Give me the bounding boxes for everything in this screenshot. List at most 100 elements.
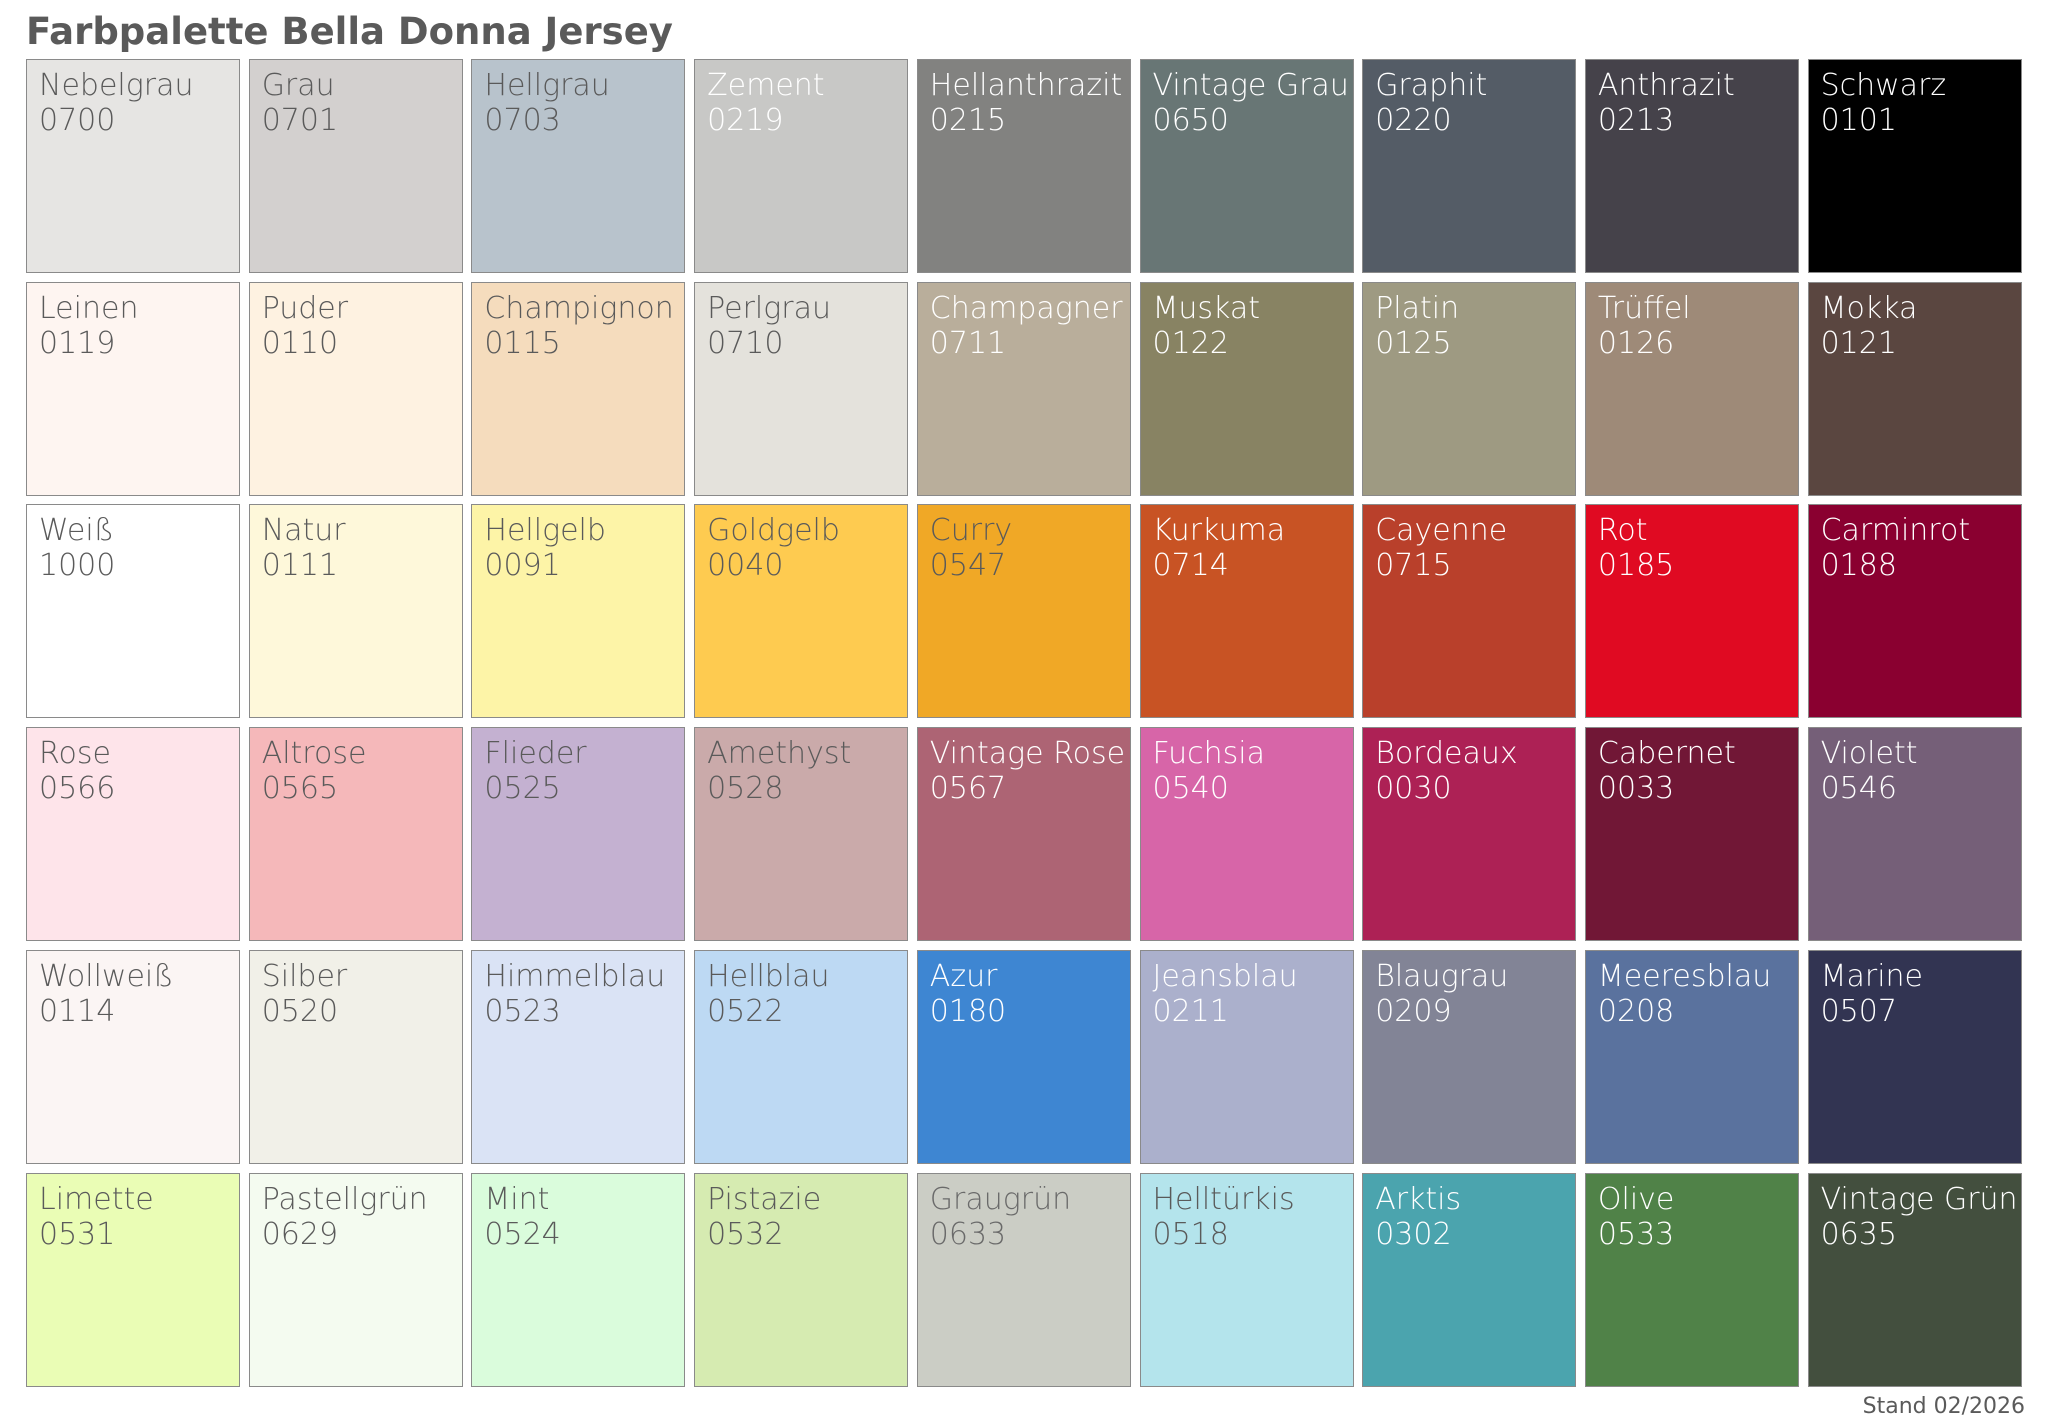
swatch-name: Helltürkis: [1152, 1181, 1295, 1217]
swatch-code: 0565: [261, 771, 339, 807]
swatch-name: Mokka: [1820, 290, 1918, 326]
swatch-name: Rot: [1597, 513, 1648, 549]
swatch-name: Blaugrau: [1375, 958, 1509, 994]
swatch-name: Amethyst: [707, 736, 852, 772]
swatch-code: 0531: [39, 1216, 116, 1252]
swatch-code: 0711: [929, 325, 1007, 361]
swatch-name: Azur: [929, 958, 998, 994]
swatch-name: Pistazie: [707, 1181, 822, 1217]
swatch-code: 0520: [261, 993, 339, 1029]
swatch-name: Jeansblau: [1152, 958, 1298, 994]
swatch-code: 0211: [1152, 993, 1229, 1029]
swatch: Muskat 0122: [1139, 281, 1354, 496]
swatch-code: 0633: [929, 1216, 1007, 1252]
swatch-code: 0547: [929, 548, 1007, 584]
swatch-code: 0710: [707, 325, 784, 361]
swatch: Zement 0219: [694, 59, 909, 273]
swatch-code: 0215: [929, 103, 1007, 138]
swatch-code: 0114: [39, 993, 116, 1029]
swatch: Graphit 0220: [1362, 59, 1577, 273]
swatch-name: Silber: [261, 958, 348, 994]
swatch-code: 0715: [1375, 548, 1452, 584]
swatch: Natur 0111: [248, 504, 463, 719]
swatch-name: Wollweiß: [39, 958, 174, 994]
swatch-code: 0188: [1820, 548, 1897, 584]
swatch-name: Marine: [1820, 958, 1924, 994]
swatch: Arktis 0302: [1362, 1172, 1577, 1387]
swatch-code: 0650: [1152, 103, 1229, 138]
swatch-name: Fuchsia: [1152, 736, 1266, 772]
swatch: Jeansblau 0211: [1139, 949, 1354, 1164]
swatch-name: Hellgrau: [484, 68, 610, 103]
swatch-code: 0629: [261, 1216, 339, 1252]
swatch-code: 0518: [1152, 1216, 1229, 1252]
swatch-code: 0700: [39, 103, 116, 138]
swatch-code: 0180: [929, 993, 1007, 1029]
swatch-name: Schwarz: [1820, 68, 1947, 103]
swatch-name: Champagner: [929, 290, 1123, 326]
swatch-name: Pastellgrün: [261, 1181, 428, 1217]
swatch: Trüffel 0126: [1584, 281, 1799, 496]
swatch: Nebelgrau 0700: [26, 59, 240, 273]
swatch-code: 0213: [1597, 103, 1675, 138]
swatch-code: 0033: [1597, 771, 1675, 807]
swatch-name: Graugrün: [929, 1181, 1072, 1217]
swatch-name: Arktis: [1375, 1181, 1462, 1217]
swatch: Blaugrau 0209: [1362, 949, 1577, 1164]
swatch: Vintage Grau 0650: [1139, 59, 1354, 273]
swatch-code: 0121: [1820, 325, 1897, 361]
swatch: Curry 0547: [916, 504, 1131, 719]
swatch: Schwarz 0101: [1807, 59, 2022, 273]
swatch: Amethyst 0528: [694, 727, 909, 942]
swatch-code: 0528: [707, 771, 784, 807]
swatch-name: Platin: [1375, 290, 1460, 326]
swatch: Champignon 0115: [471, 281, 686, 496]
swatch-name: Olive: [1597, 1181, 1675, 1217]
swatch-name: Zement: [707, 68, 825, 103]
swatch: Flieder 0525: [471, 727, 686, 942]
swatch-name: Hellgelb: [484, 513, 606, 549]
swatch-name: Limette: [39, 1181, 154, 1217]
swatch-name: Nebelgrau: [39, 68, 194, 103]
swatch-name: Curry: [929, 513, 1013, 549]
swatch-name: Champignon: [484, 290, 674, 326]
swatch-code: 0030: [1375, 771, 1452, 807]
swatch: Meeresblau 0208: [1584, 949, 1799, 1164]
swatch: Wollweiß 0114: [26, 949, 240, 1164]
swatch-name: Grau: [261, 68, 335, 103]
swatch-name: Natur: [261, 513, 346, 549]
swatch: Silber 0520: [248, 949, 463, 1164]
title: Farbpalette Bella Donna Jersey: [26, 10, 673, 53]
swatch: Violett 0546: [1807, 727, 2022, 942]
swatch-code: 0703: [484, 103, 561, 138]
swatch-name: Meeresblau: [1597, 958, 1772, 994]
swatch: Platin 0125: [1362, 281, 1577, 496]
swatch-code: 0208: [1597, 993, 1675, 1029]
swatch: Bordeaux 0030: [1362, 727, 1577, 942]
swatch-name: Carminrot: [1820, 513, 1971, 549]
swatch-code: 0540: [1152, 771, 1229, 807]
swatch-code: 0040: [707, 548, 784, 584]
swatch-code: 0111: [261, 548, 339, 584]
swatch-code: 0532: [707, 1216, 784, 1252]
swatch: Mokka 0121: [1807, 281, 2022, 496]
swatch-name: Vintage Grün: [1820, 1181, 2018, 1217]
swatch-name: Goldgelb: [707, 513, 840, 549]
swatch-code: 0533: [1597, 1216, 1675, 1252]
swatch-name: Perlgrau: [707, 290, 831, 326]
swatch-code: 0125: [1375, 325, 1452, 361]
swatch: Rose 0566: [26, 727, 240, 942]
swatch: Rot 0185: [1584, 504, 1799, 719]
swatch-code: 0523: [484, 993, 561, 1029]
swatch-name: Weiß: [39, 513, 114, 549]
swatch: Carminrot 0188: [1807, 504, 2022, 719]
swatch-code: 0701: [261, 103, 339, 138]
swatch-code: 0567: [929, 771, 1007, 807]
swatch: Hellgrau 0703: [471, 59, 686, 273]
swatch: Graugrün 0633: [916, 1172, 1131, 1387]
swatch-code: 0110: [261, 325, 339, 361]
swatch-code: 0209: [1375, 993, 1452, 1029]
swatch: Weiß 1000: [26, 504, 240, 719]
swatch-name: Vintage Rose: [929, 736, 1126, 772]
